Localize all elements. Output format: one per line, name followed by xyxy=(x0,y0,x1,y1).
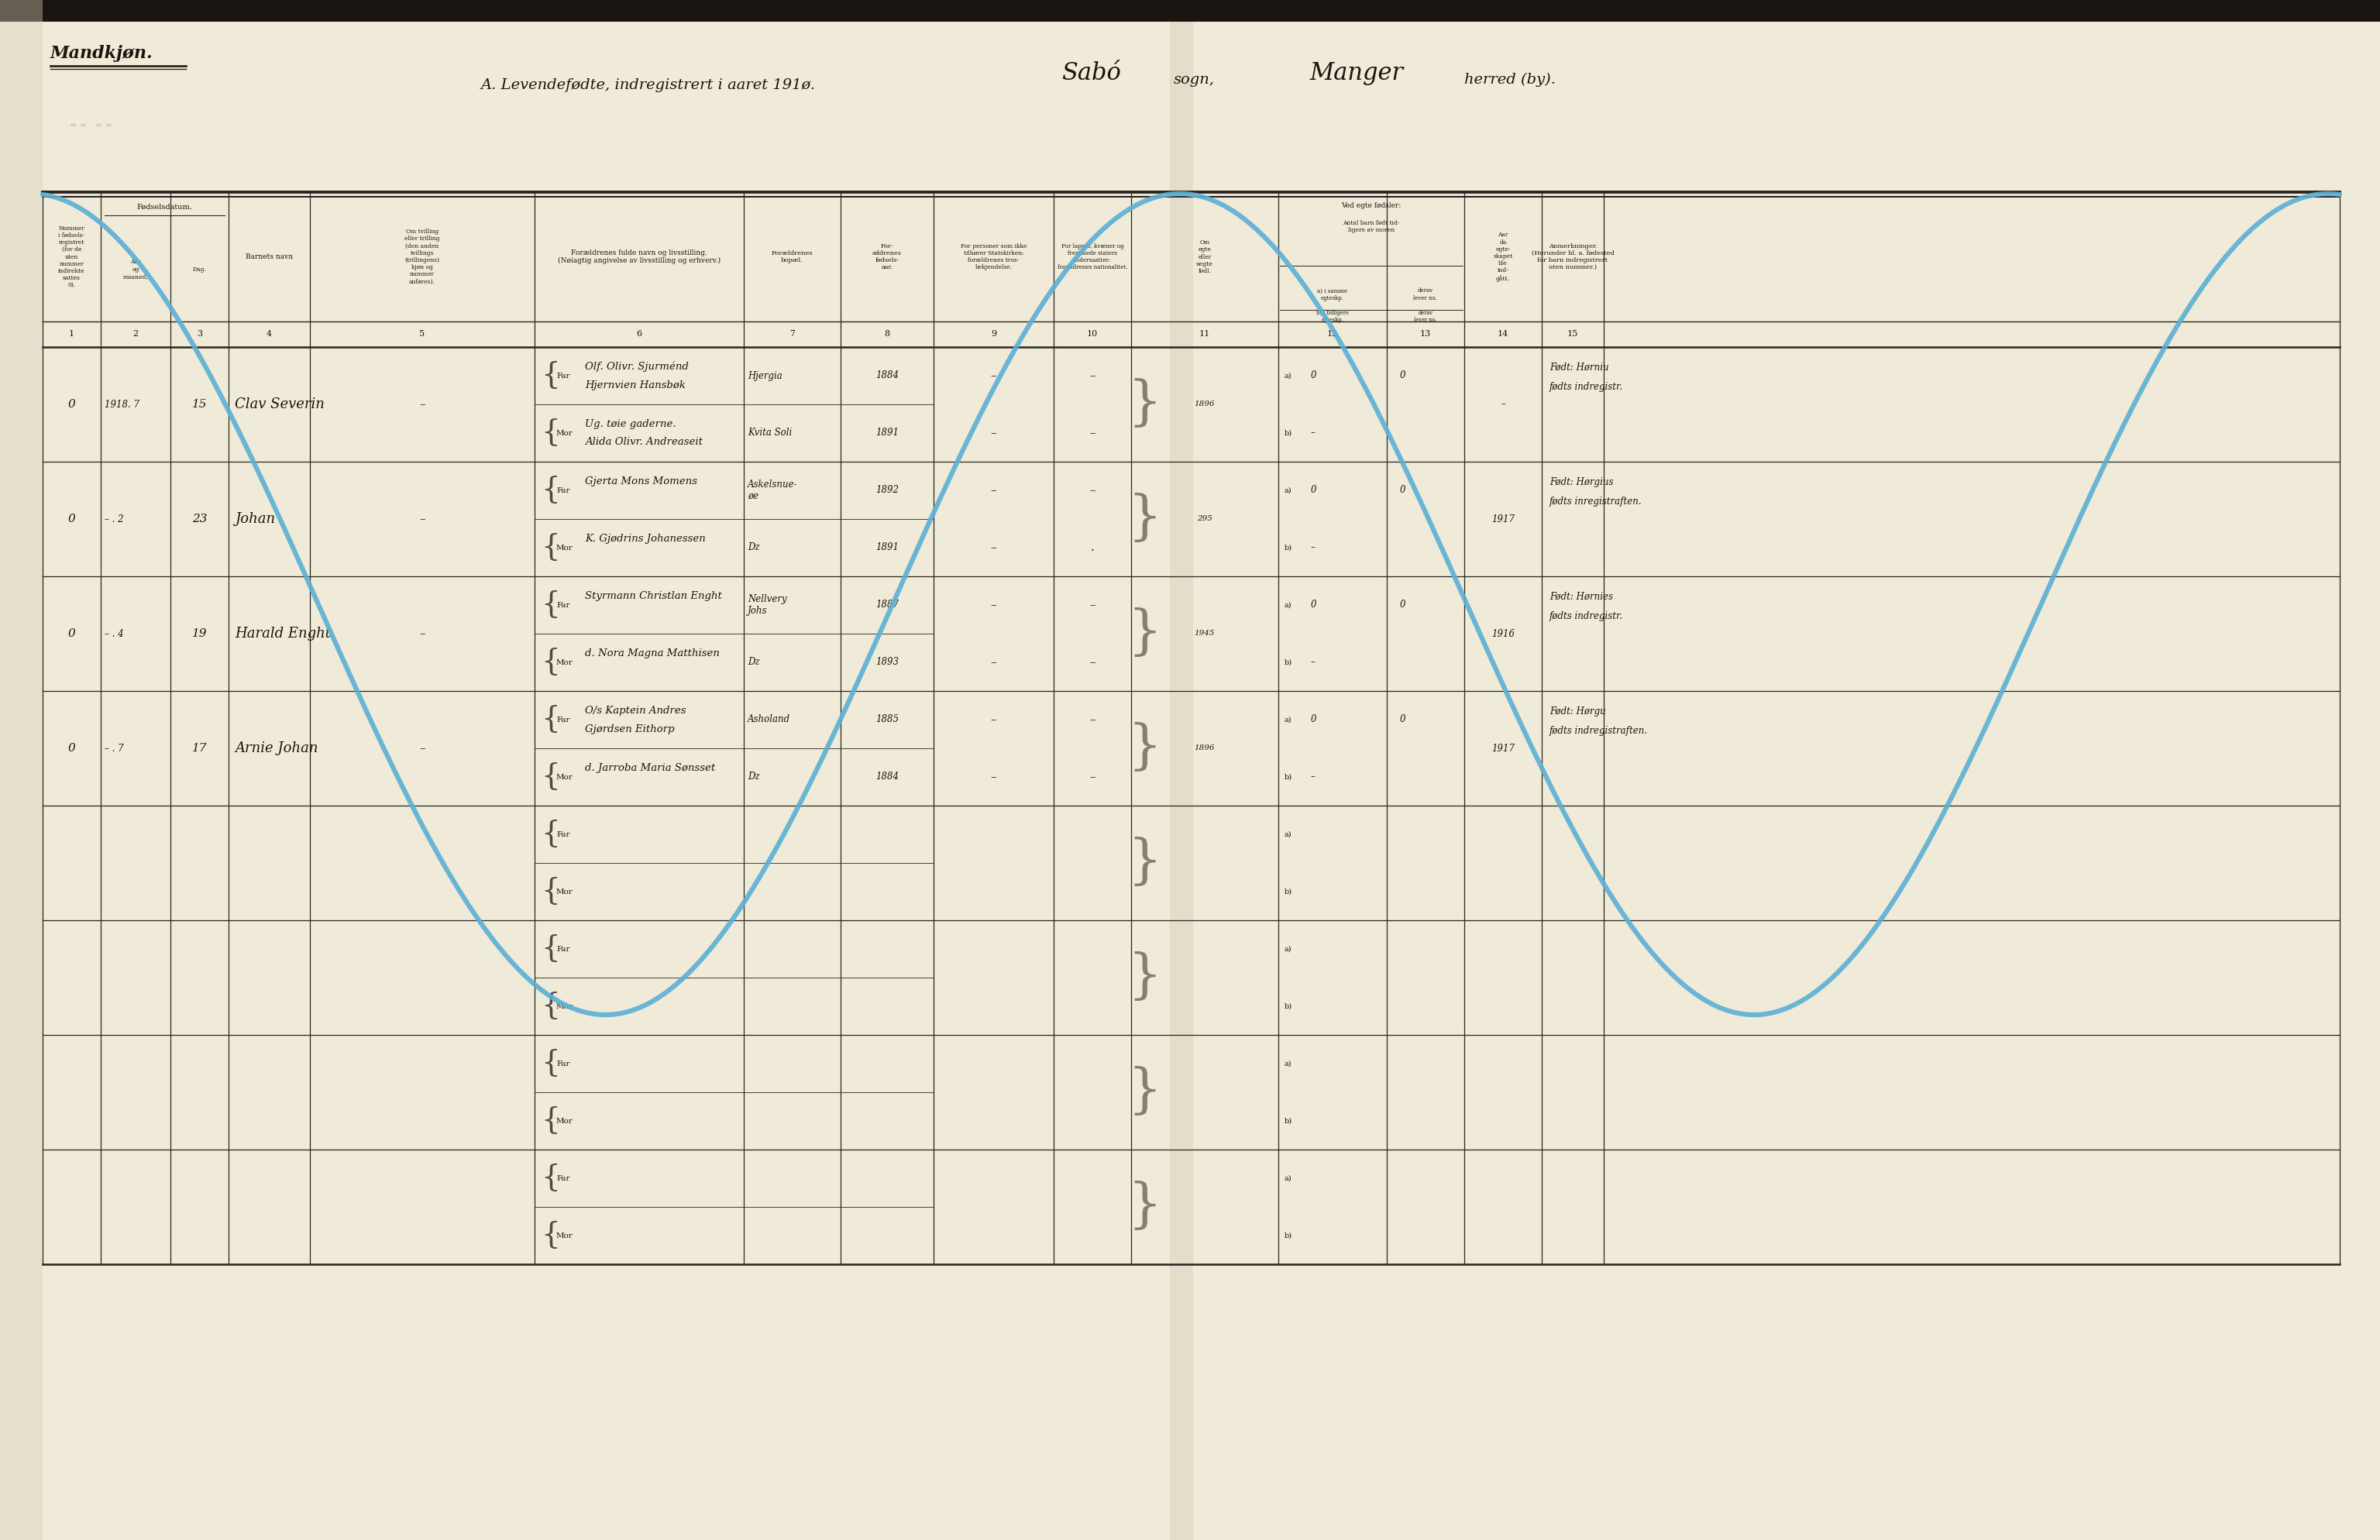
Text: Om
egte
eller
uegte
fødl.: Om egte eller uegte fødl. xyxy=(1197,239,1214,274)
Text: a) i samme
egteskp.: a) i samme egteskp. xyxy=(1319,288,1347,300)
Text: 1917: 1917 xyxy=(1492,744,1514,753)
Text: Far: Far xyxy=(557,1060,569,1067)
Text: Hjernvien Hansbøk: Hjernvien Hansbøk xyxy=(585,380,685,390)
Text: Dz: Dz xyxy=(747,658,759,667)
Text: Styrmann Christlan Enght: Styrmann Christlan Enght xyxy=(585,591,721,601)
Text: {: { xyxy=(540,1107,559,1135)
Text: {: { xyxy=(540,819,559,849)
Text: a): a) xyxy=(1285,602,1292,608)
Text: {: { xyxy=(540,1221,559,1250)
Text: herred (by).: herred (by). xyxy=(1464,72,1557,86)
Text: Barnets navn: Barnets navn xyxy=(245,253,293,260)
Text: Aar
og
maaned,: Aar og maaned, xyxy=(124,259,148,279)
Text: a): a) xyxy=(1285,830,1292,838)
Text: Mor: Mor xyxy=(557,1118,574,1124)
Text: {: { xyxy=(540,648,559,676)
Text: .: . xyxy=(1090,542,1095,553)
FancyBboxPatch shape xyxy=(0,0,2380,22)
Text: Ug. tøie gaderne.: Ug. tøie gaderne. xyxy=(585,419,676,428)
Text: –: – xyxy=(1311,542,1316,553)
Text: Mor: Mor xyxy=(557,659,574,665)
Text: Fødselsdatum.: Fødselsdatum. xyxy=(136,203,193,211)
Text: Mor: Mor xyxy=(557,889,574,895)
Text: –: – xyxy=(990,428,997,439)
Text: For personer som ikke
tilhører Statskirken:
forældrenes tros-
bekjendelse.: For personer som ikke tilhører Statskirk… xyxy=(962,243,1026,271)
Text: 5: 5 xyxy=(419,331,426,339)
Text: Arnie Johan: Arnie Johan xyxy=(236,741,319,755)
Text: Dz: Dz xyxy=(747,772,759,782)
Text: For lapper, kvæner og
fremmede staters
undersaatter:
forældrenes nationalitet.: For lapper, kvæner og fremmede staters u… xyxy=(1057,243,1128,271)
Text: 0: 0 xyxy=(1399,485,1404,496)
Text: Johan: Johan xyxy=(236,511,276,527)
Text: d. Nora Magna Matthisen: d. Nora Magna Matthisen xyxy=(585,648,719,658)
Text: Gjørdsen Eithorp: Gjørdsen Eithorp xyxy=(585,724,674,735)
Text: 9: 9 xyxy=(990,331,997,339)
Text: {: { xyxy=(540,935,559,964)
Text: Aar
da
egte-
skapet
ble
ind-
gått.: Aar da egte- skapet ble ind- gått. xyxy=(1492,233,1514,282)
Text: = =   = =: = = = = xyxy=(69,122,112,129)
Text: –: – xyxy=(1502,399,1504,410)
Text: –: – xyxy=(1311,772,1316,782)
Text: –: – xyxy=(990,658,997,668)
Text: Clav Severin: Clav Severin xyxy=(236,397,324,411)
Text: A. Levendefødte, indregistrert i aaret 191ø.: A. Levendefødte, indregistrert i aaret 1… xyxy=(481,79,814,92)
Text: –: – xyxy=(1090,772,1095,782)
Text: – . 2: – . 2 xyxy=(105,514,124,524)
Text: }: } xyxy=(1128,1181,1161,1232)
Text: 23: 23 xyxy=(193,514,207,525)
Text: 1884: 1884 xyxy=(876,371,900,380)
Text: –: – xyxy=(990,370,997,380)
Text: {: { xyxy=(540,591,559,619)
Text: 0: 0 xyxy=(1399,601,1404,610)
Text: {: { xyxy=(540,476,559,505)
Text: –: – xyxy=(419,514,426,525)
Text: Dag.: Dag. xyxy=(193,266,207,273)
Text: a): a) xyxy=(1285,373,1292,379)
Text: 15: 15 xyxy=(193,399,207,410)
Text: Født: Hørgius: Født: Hørgius xyxy=(1549,477,1614,487)
Text: Far: Far xyxy=(557,1175,569,1181)
Text: 0: 0 xyxy=(1399,715,1404,725)
Text: b): b) xyxy=(1285,773,1292,781)
Text: {: { xyxy=(540,1049,559,1078)
Text: 1917: 1917 xyxy=(1492,514,1514,524)
Text: Mor: Mor xyxy=(557,1232,574,1240)
Text: 1891: 1891 xyxy=(876,428,900,437)
Text: }: } xyxy=(1128,952,1161,1003)
Text: 0: 0 xyxy=(1311,371,1316,380)
Text: –: – xyxy=(1090,485,1095,496)
Text: 1945: 1945 xyxy=(1195,630,1214,638)
Text: –: – xyxy=(1090,715,1095,725)
Text: }: } xyxy=(1128,379,1161,430)
Text: Anmerkninger.
(Herunder bl. a. fødested
for barn indregistrert
uten nummer.): Anmerkninger. (Herunder bl. a. fødested … xyxy=(1530,243,1614,271)
Text: a): a) xyxy=(1285,1175,1292,1181)
Text: 1893: 1893 xyxy=(876,658,900,667)
Text: 14: 14 xyxy=(1497,331,1509,339)
Text: Forældrenes
bopæl.: Forældrenes bopæl. xyxy=(771,249,814,263)
Text: Askelsnue-
øe: Askelsnue- øe xyxy=(747,479,797,500)
Text: b): b) xyxy=(1285,544,1292,551)
Text: Sabó: Sabó xyxy=(1061,62,1121,85)
FancyBboxPatch shape xyxy=(1171,22,1192,1540)
Text: Asholand: Asholand xyxy=(747,715,790,725)
Text: 0: 0 xyxy=(1311,601,1316,610)
Text: a): a) xyxy=(1285,716,1292,724)
Text: Mor: Mor xyxy=(557,430,574,436)
Text: Far: Far xyxy=(557,487,569,494)
Text: Mor: Mor xyxy=(557,1003,574,1010)
Text: {: { xyxy=(540,419,559,447)
Text: a): a) xyxy=(1285,1060,1292,1067)
Text: 3: 3 xyxy=(198,331,202,339)
Text: b): b) xyxy=(1285,1232,1292,1240)
FancyBboxPatch shape xyxy=(0,0,43,1540)
Text: b): b) xyxy=(1285,889,1292,895)
Text: Manger: Manger xyxy=(1309,62,1404,85)
Text: }: } xyxy=(1128,493,1161,545)
Text: 0: 0 xyxy=(69,742,76,753)
Text: b) i tidligere
egteskp.: b) i tidligere egteskp. xyxy=(1316,310,1349,323)
Text: {: { xyxy=(540,878,559,906)
Text: Født: Hørnies: Født: Hørnies xyxy=(1549,591,1614,602)
Text: {: { xyxy=(540,705,559,735)
Text: b): b) xyxy=(1285,1118,1292,1124)
